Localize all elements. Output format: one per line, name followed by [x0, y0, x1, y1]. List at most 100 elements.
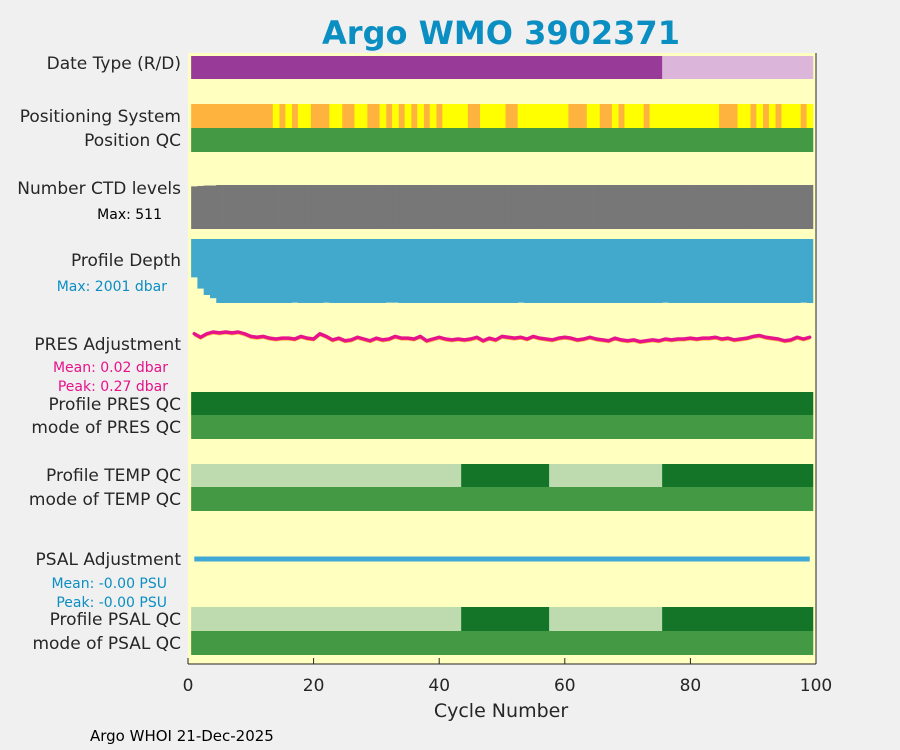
profile-depth-bar: [743, 239, 751, 303]
ctd-levels-bar: [593, 185, 600, 229]
positioning-iridium-cycle: [668, 104, 676, 128]
ctd-levels-bar: [605, 185, 613, 229]
ctd-levels-bar: [599, 185, 607, 229]
profile-pres-qc-segment-0: [191, 392, 814, 415]
ctd-levels-bar: [637, 185, 644, 229]
x-tick-label: 0: [183, 676, 194, 696]
profile-psal-qc-segment-0: [191, 607, 462, 631]
positioning-iridium-cycle: [662, 104, 669, 128]
profile-depth-bar: [505, 239, 512, 303]
profile-depth-bar: [461, 239, 468, 303]
ctd-levels-bar: [417, 185, 424, 229]
ctd-levels-bar: [467, 185, 475, 229]
profile-depth-bar: [436, 239, 443, 303]
positioning-iridium-cycle: [379, 104, 387, 128]
positioning-iridium-cycle: [486, 104, 493, 128]
ctd-levels-bar: [222, 185, 230, 229]
profile-depth-bar: [756, 239, 764, 303]
positioning-iridium-cycle: [756, 104, 764, 128]
ctd-levels-bar: [454, 185, 462, 229]
positioning-iridium-cycle: [630, 104, 638, 128]
profile-depth-bar: [272, 239, 280, 303]
positioning-iridium-cycle: [404, 104, 412, 128]
positioning-iridium-cycle: [624, 104, 632, 128]
positioning-iridium-cycle: [480, 104, 487, 128]
ctd-levels-bar: [473, 185, 481, 229]
ctd-levels-bar: [536, 185, 544, 229]
profile-depth-bar: [511, 239, 519, 303]
ctd-levels-bar: [643, 185, 650, 229]
positioning-iridium-cycle: [454, 104, 462, 128]
positioning-iridium-cycle: [674, 104, 682, 128]
positioning-iridium-cycle: [297, 104, 305, 128]
ctd-levels-bar: [662, 185, 669, 229]
profile-depth-bar: [417, 239, 424, 303]
ctd-levels-bar: [800, 185, 807, 229]
positioning-iridium-cycle: [655, 104, 663, 128]
profile-depth-bar: [637, 239, 644, 303]
x-tick-label: 60: [554, 676, 576, 696]
ctd-levels-bar: [762, 185, 770, 229]
profile-depth-bar: [806, 239, 814, 303]
ctd-levels-bar: [655, 185, 663, 229]
profile-depth-bar: [561, 239, 569, 303]
positioning-iridium-cycle: [392, 104, 399, 128]
positioning-iridium-cycle: [285, 104, 293, 128]
profile-depth-bar: [674, 239, 682, 303]
profile-depth-bar: [341, 239, 349, 303]
profile-depth-bar: [448, 239, 456, 303]
profile-depth-bar: [429, 239, 437, 303]
ctd-levels-bar: [197, 185, 205, 229]
profile-depth-bar: [304, 239, 311, 303]
profile-depth-bar: [542, 239, 550, 303]
positioning-iridium-cycle: [530, 104, 537, 128]
ctd-levels-bar: [335, 185, 343, 229]
ctd-levels-bar: [555, 185, 563, 229]
profile-depth-bar: [593, 239, 600, 303]
profile-depth-bar: [228, 239, 236, 303]
profile-temp-qc-segment-3: [662, 464, 814, 487]
positioning-iridium-cycle: [637, 104, 644, 128]
profile-psal-qc-segment-3: [662, 607, 814, 631]
ctd-levels-bar: [611, 185, 619, 229]
ctd-levels-bar: [379, 185, 387, 229]
label-psal-adjustment: PSAL Adjustment: [36, 550, 182, 570]
positioning-iridium-cycle: [498, 104, 506, 128]
positioning-iridium-cycle: [492, 104, 500, 128]
ctd-levels-bar: [505, 185, 512, 229]
profile-depth-bar: [624, 239, 632, 303]
data-marks: [191, 56, 814, 655]
ctd-levels-bar: [706, 185, 713, 229]
profile-depth-bar: [498, 239, 506, 303]
label-profile-pres-qc: Profile PRES QC: [48, 395, 181, 415]
ctd-levels-bar: [235, 185, 242, 229]
ctd-levels-bar: [203, 185, 211, 229]
ctd-levels-bar: [348, 185, 355, 229]
x-tick-label: 100: [800, 676, 832, 696]
profile-temp-qc-segment-0: [191, 464, 462, 487]
label-profile-psal-qc: Profile PSAL QC: [50, 610, 181, 630]
profile-depth-bar: [662, 239, 669, 303]
positioning-iridium-cycle: [787, 104, 795, 128]
label-mode-psal-qc: mode of PSAL QC: [32, 634, 181, 654]
ctd-levels-bar: [549, 185, 556, 229]
profile-depth-bar: [480, 239, 487, 303]
mode-temp-qc-segment-0: [191, 487, 814, 511]
ctd-levels-bar: [737, 185, 745, 229]
ctd-levels-bar: [517, 185, 525, 229]
pres-peak-label: Peak: 0.27 dbar: [58, 379, 168, 395]
profile-depth-bar: [260, 239, 267, 303]
label-mode-temp-qc: mode of TEMP QC: [29, 490, 181, 510]
psal-peak-label: Peak: -0.00 PSU: [56, 595, 167, 611]
ctd-levels-bar: [410, 185, 418, 229]
ctd-levels-bar: [398, 185, 406, 229]
profile-depth-bar: [241, 239, 249, 303]
ctd-levels-bar: [580, 185, 588, 229]
profile-depth-bar: [630, 239, 638, 303]
ctd-levels-bar: [304, 185, 311, 229]
label-mode-pres-qc: mode of PRES QC: [31, 418, 181, 438]
positioning-iridium-cycle: [523, 104, 531, 128]
profile-depth-bar: [549, 239, 556, 303]
ctd-levels-bar: [712, 185, 720, 229]
